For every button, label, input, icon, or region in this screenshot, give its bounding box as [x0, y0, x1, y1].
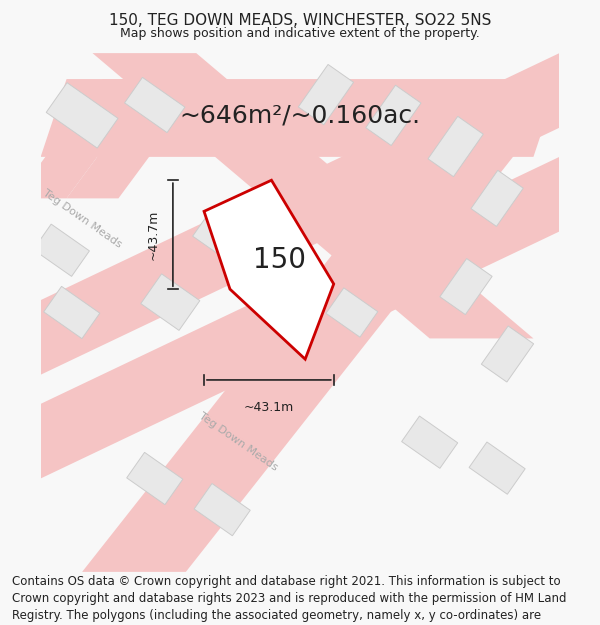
Polygon shape	[41, 79, 559, 157]
Polygon shape	[401, 416, 458, 468]
Polygon shape	[204, 180, 334, 359]
Text: Map shows position and indicative extent of the property.: Map shows position and indicative extent…	[120, 27, 480, 40]
Polygon shape	[440, 259, 492, 314]
Polygon shape	[428, 116, 483, 177]
Polygon shape	[194, 484, 250, 536]
Polygon shape	[469, 442, 525, 494]
Polygon shape	[272, 245, 328, 297]
Polygon shape	[125, 78, 185, 132]
Polygon shape	[14, 53, 586, 375]
Polygon shape	[366, 85, 421, 146]
Polygon shape	[44, 286, 100, 339]
Polygon shape	[92, 53, 533, 339]
Text: ~43.7m: ~43.7m	[147, 209, 160, 260]
Polygon shape	[46, 82, 118, 148]
Polygon shape	[298, 64, 353, 125]
Polygon shape	[14, 79, 155, 198]
Polygon shape	[67, 79, 206, 198]
Polygon shape	[82, 131, 533, 572]
Text: Teg Down Meads: Teg Down Meads	[41, 188, 124, 250]
Polygon shape	[193, 206, 252, 263]
Text: 150: 150	[253, 246, 306, 274]
Polygon shape	[326, 288, 378, 337]
Text: ~43.1m: ~43.1m	[244, 401, 294, 414]
Polygon shape	[14, 157, 586, 479]
Polygon shape	[127, 452, 183, 504]
Polygon shape	[481, 326, 533, 382]
Polygon shape	[471, 171, 523, 226]
Polygon shape	[34, 224, 89, 276]
Text: ~646m²/~0.160ac.: ~646m²/~0.160ac.	[179, 103, 421, 127]
Text: Contains OS data © Crown copyright and database right 2021. This information is : Contains OS data © Crown copyright and d…	[12, 574, 566, 625]
Text: 150, TEG DOWN MEADS, WINCHESTER, SO22 5NS: 150, TEG DOWN MEADS, WINCHESTER, SO22 5N…	[109, 13, 491, 28]
Text: Teg Down Meads: Teg Down Meads	[197, 411, 279, 473]
Polygon shape	[141, 274, 200, 331]
